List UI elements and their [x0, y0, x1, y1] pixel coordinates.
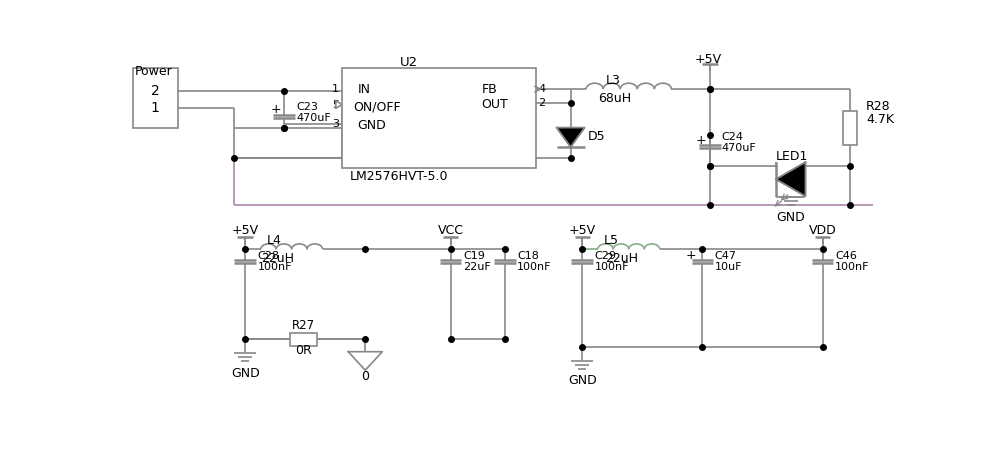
- Text: 0: 0: [361, 370, 369, 383]
- Text: 5: 5: [332, 99, 339, 109]
- Bar: [342, 69, 536, 168]
- Text: 100nF: 100nF: [595, 262, 629, 272]
- Text: LM2576HVT-5.0: LM2576HVT-5.0: [350, 170, 448, 183]
- Text: 22uH: 22uH: [606, 252, 639, 265]
- Text: VDD: VDD: [809, 223, 836, 237]
- Text: 1: 1: [332, 84, 339, 94]
- Text: L3: L3: [606, 74, 620, 87]
- Text: C18: C18: [517, 251, 539, 261]
- Text: 4: 4: [538, 84, 545, 94]
- Text: 470uF: 470uF: [722, 143, 757, 153]
- Text: 4.7K: 4.7K: [866, 113, 894, 126]
- Text: L4: L4: [267, 233, 282, 247]
- Polygon shape: [336, 101, 342, 109]
- Text: C23: C23: [296, 102, 318, 112]
- Text: 10uF: 10uF: [715, 262, 742, 272]
- Text: 68uH: 68uH: [598, 92, 631, 105]
- Bar: [290, 333, 317, 345]
- Text: 100nF: 100nF: [258, 262, 292, 272]
- Text: C47: C47: [715, 251, 737, 261]
- Text: GND: GND: [776, 211, 805, 224]
- Text: 0R: 0R: [295, 344, 312, 357]
- Text: GND: GND: [568, 375, 597, 387]
- Text: Power: Power: [135, 65, 173, 78]
- Text: +: +: [271, 103, 281, 116]
- Text: GND: GND: [358, 119, 386, 132]
- Text: GND: GND: [231, 367, 260, 380]
- Text: ON/OFF: ON/OFF: [354, 100, 401, 114]
- Text: C28: C28: [258, 251, 280, 261]
- Bar: [843, 111, 857, 145]
- Text: 100nF: 100nF: [835, 262, 869, 272]
- Text: VCC: VCC: [438, 223, 464, 237]
- Text: FB: FB: [482, 83, 497, 96]
- Text: +: +: [685, 249, 696, 262]
- Polygon shape: [776, 162, 805, 196]
- Polygon shape: [557, 128, 585, 147]
- Text: +5V: +5V: [695, 53, 722, 65]
- Polygon shape: [348, 352, 382, 370]
- Text: C46: C46: [835, 251, 857, 261]
- Text: 22uF: 22uF: [463, 262, 491, 272]
- Text: C19: C19: [463, 251, 485, 261]
- Text: 22uH: 22uH: [261, 252, 294, 265]
- Text: IN: IN: [358, 83, 370, 96]
- Text: +: +: [695, 134, 706, 147]
- Text: 1: 1: [151, 101, 160, 115]
- Text: 2: 2: [151, 84, 160, 98]
- Text: 470uF: 470uF: [296, 113, 331, 123]
- Text: +5V: +5V: [569, 223, 596, 237]
- Text: D5: D5: [588, 130, 605, 143]
- Text: U2: U2: [400, 56, 418, 69]
- Text: +5V: +5V: [232, 223, 259, 237]
- Text: OUT: OUT: [482, 98, 508, 111]
- Text: 2: 2: [538, 98, 545, 108]
- Text: 3: 3: [332, 119, 339, 129]
- Text: L5: L5: [604, 233, 619, 247]
- Text: C24: C24: [722, 132, 744, 142]
- Bar: [133, 69, 178, 128]
- Text: R28: R28: [866, 100, 891, 114]
- Text: 100nF: 100nF: [517, 262, 552, 272]
- Text: C29: C29: [595, 251, 617, 261]
- Text: LED1: LED1: [776, 150, 808, 163]
- Text: R27: R27: [292, 319, 315, 332]
